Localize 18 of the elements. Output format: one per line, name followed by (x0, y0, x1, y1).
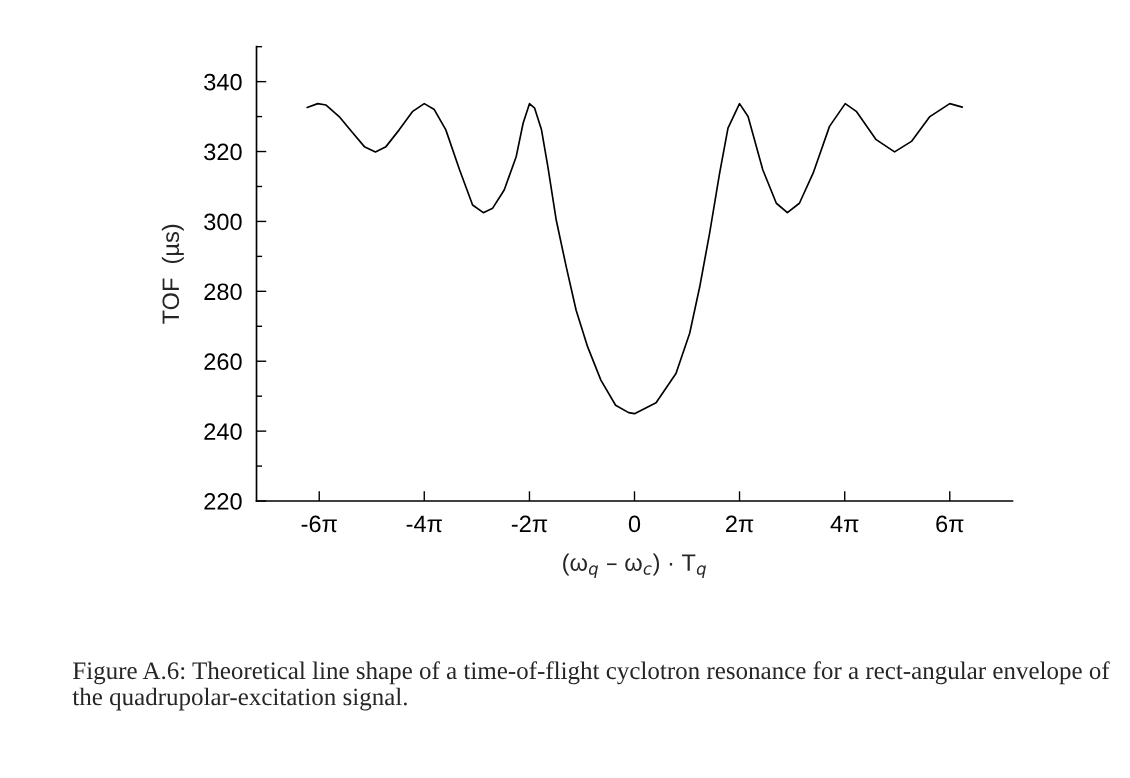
y-tick-label: 280 (204, 283, 242, 301)
x-tick-label: 4π (830, 515, 859, 533)
y-tick-label: 320 (204, 143, 242, 161)
text: Figure A.6: Theoretical line shape of a time-of-flight cyclotron resonance for a rect-angular envelope of the quadrupolar-excitation signal. (72, 661, 1110, 711)
y-tick-label: 340 (204, 73, 242, 91)
y-tick-label: 260 (204, 353, 242, 371)
y-axis-title: TOF (µs) (161, 224, 184, 324)
x-tick-label: -6π (301, 515, 337, 533)
x-tick-label: 0 (628, 515, 641, 533)
x-tick-label: 6π (936, 515, 964, 533)
y-tick-label: 300 (204, 213, 242, 231)
x-tick-label: -4π (406, 515, 442, 533)
x-tick-label: -2π (511, 515, 548, 533)
line-series (306, 102, 964, 415)
y-tick-label: 220 (204, 493, 242, 510)
x-tick-label: 2π (726, 515, 754, 533)
y-tick-label: 240 (204, 423, 242, 440)
x-axis-title: (ω$_{q}$ – ω$_{c}$) · T$_{q}$ (563, 553, 706, 578)
